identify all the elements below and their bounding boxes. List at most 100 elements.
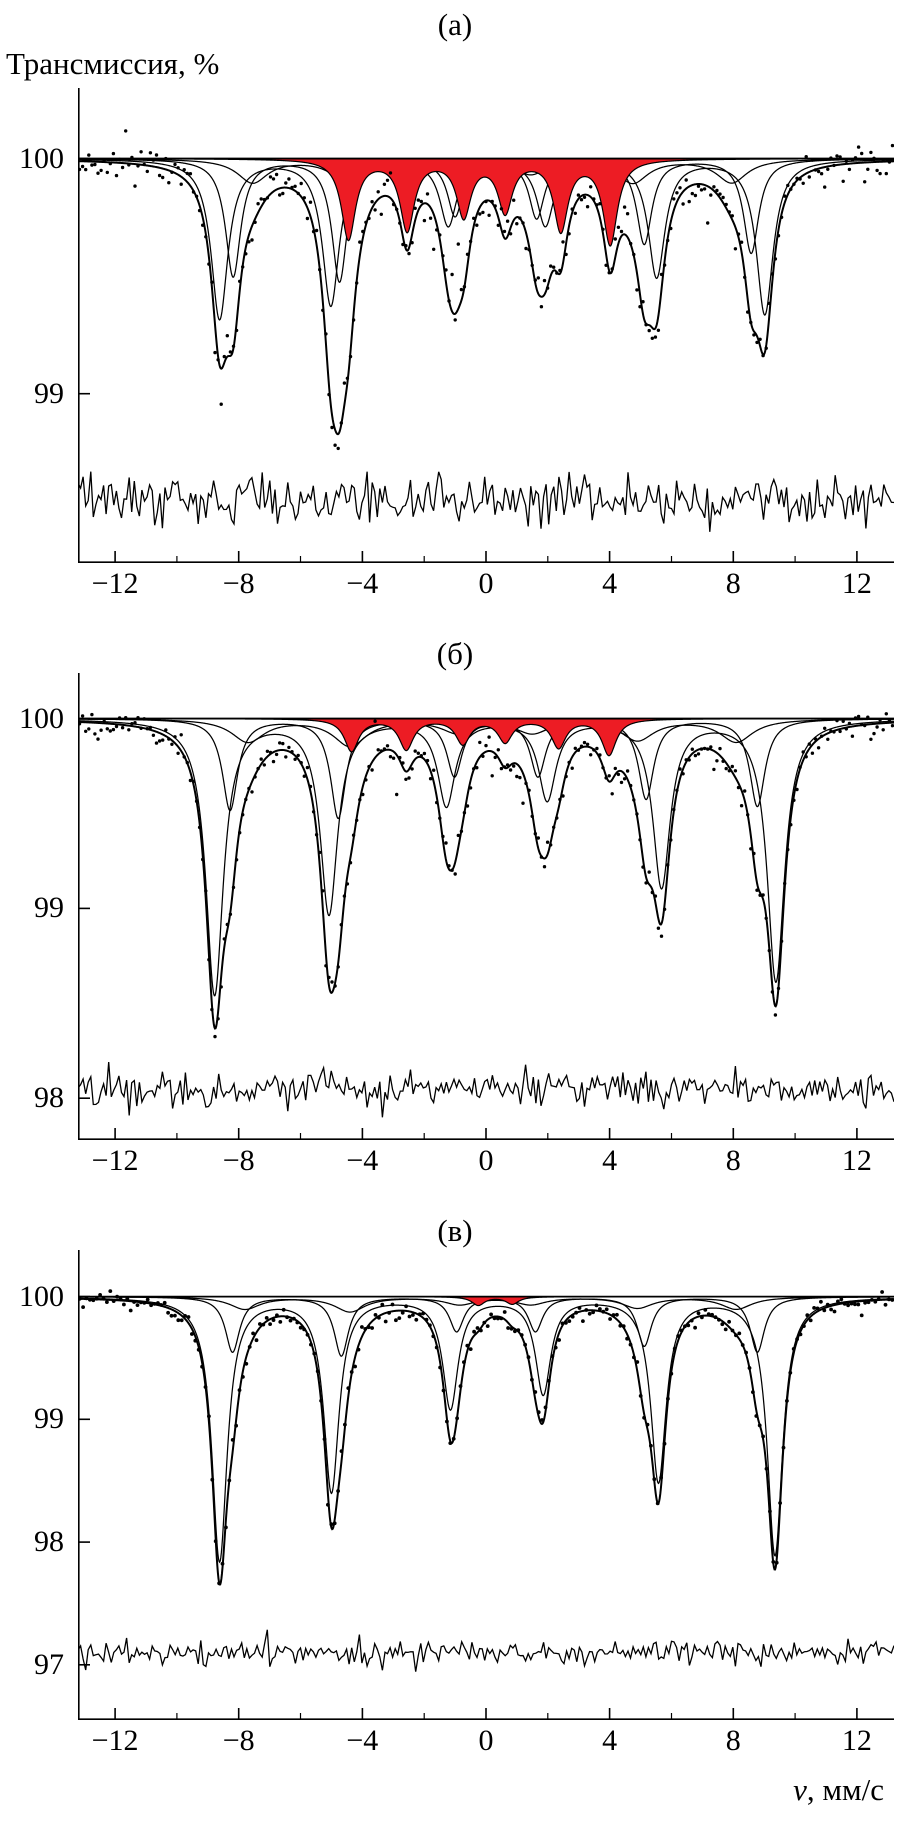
data-point: [767, 948, 771, 953]
data-point: [645, 1422, 650, 1427]
data-point: [621, 1324, 626, 1329]
data-point: [887, 718, 892, 722]
data-point: [290, 185, 294, 190]
data-point: [438, 1365, 442, 1370]
data-point: [561, 240, 565, 244]
data-point: [388, 755, 393, 759]
data-point: [425, 758, 430, 763]
data-point: [422, 751, 427, 756]
data-point: [613, 766, 617, 771]
data-point: [274, 752, 279, 757]
data-point: [635, 1360, 640, 1364]
data-point: [133, 184, 137, 188]
data-point: [579, 198, 584, 202]
x-tick-label: 12: [841, 567, 872, 600]
data-point: [576, 748, 581, 752]
data-point: [752, 851, 756, 856]
residual-trace: [78, 1061, 894, 1118]
data-point: [804, 755, 808, 759]
data-point: [706, 221, 710, 225]
data-point: [453, 872, 457, 876]
data-point: [875, 168, 879, 173]
data-point: [880, 1290, 884, 1294]
data-point: [496, 1316, 500, 1321]
data-point: [810, 751, 815, 755]
data-point: [712, 185, 716, 189]
data-point: [173, 1313, 177, 1318]
data-point: [128, 1308, 133, 1313]
data-point: [222, 354, 226, 359]
data-point: [829, 156, 833, 160]
data-point: [687, 199, 691, 204]
data-point: [432, 247, 436, 251]
data-point: [462, 285, 467, 289]
data-point: [370, 768, 374, 772]
data-point: [84, 729, 88, 733]
data-point: [114, 173, 119, 178]
data-point: [383, 1319, 388, 1324]
data-point: [201, 857, 205, 862]
data-point: [638, 838, 642, 842]
data-point: [114, 724, 119, 729]
data-point: [456, 242, 460, 246]
data-point: [96, 737, 100, 741]
data-point: [570, 766, 574, 770]
data-point: [743, 789, 747, 793]
data-point: [536, 276, 540, 280]
data-point: [613, 237, 617, 241]
data-point: [653, 894, 658, 898]
data-point: [567, 232, 571, 236]
data-point: [595, 203, 599, 207]
data-point: [438, 233, 442, 237]
data-point: [351, 318, 356, 322]
y-tick-label: 98: [34, 1081, 64, 1115]
data-point: [490, 199, 494, 204]
data-point: [231, 885, 236, 890]
data-point: [540, 1418, 544, 1422]
data-point: [485, 1324, 490, 1328]
data-point: [292, 1316, 296, 1321]
data-point: [217, 1581, 222, 1586]
data-point: [238, 279, 242, 283]
data-point: [472, 767, 476, 771]
data-point: [326, 1502, 330, 1507]
data-point: [295, 1320, 300, 1325]
data-point: [407, 776, 411, 780]
data-point: [598, 202, 602, 206]
data-point: [789, 823, 793, 827]
data-point: [795, 787, 799, 792]
data-point: [872, 731, 876, 736]
data-point: [136, 164, 140, 168]
data-point: [829, 1307, 833, 1312]
data-point: [812, 1306, 816, 1310]
data-point: [582, 740, 587, 745]
data-point: [324, 964, 328, 968]
data-point: [265, 196, 270, 200]
data-point: [482, 1320, 487, 1325]
data-point: [244, 252, 248, 256]
data-point: [656, 328, 661, 332]
data-point: [789, 187, 793, 191]
data-point: [105, 1300, 109, 1304]
data-point: [400, 1310, 405, 1315]
data-point: [773, 1013, 778, 1017]
data-point: [758, 337, 762, 341]
data-points: [78, 129, 894, 451]
data-point: [302, 774, 306, 778]
data-point: [625, 1336, 629, 1341]
data-point: [210, 1007, 214, 1012]
data-point: [164, 156, 168, 161]
data-point: [458, 1384, 463, 1388]
data-point: [713, 1315, 718, 1320]
data-point: [391, 202, 396, 207]
data-point: [308, 784, 313, 789]
data-point: [754, 1414, 759, 1418]
data-point: [298, 1325, 303, 1330]
data-point: [407, 1314, 412, 1319]
data-point: [884, 171, 888, 176]
data-point: [225, 922, 229, 927]
data-point: [690, 191, 694, 196]
data-point: [115, 1294, 119, 1299]
data-point: [746, 310, 750, 314]
data-point: [792, 182, 796, 186]
